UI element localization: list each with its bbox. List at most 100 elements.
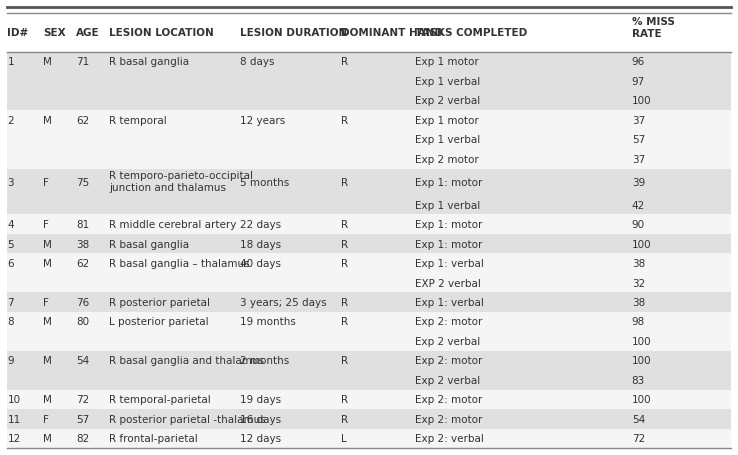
- Bar: [7, 410, 731, 429]
- Bar: [7, 130, 731, 150]
- Text: R: R: [341, 258, 348, 268]
- Text: 83: 83: [632, 375, 645, 385]
- Bar: [7, 195, 731, 215]
- Text: 39: 39: [632, 177, 645, 187]
- Text: R: R: [341, 57, 348, 67]
- Text: 100: 100: [632, 336, 652, 346]
- Bar: [7, 169, 731, 195]
- Text: Exp 2 verbal: Exp 2 verbal: [415, 375, 480, 385]
- Text: Exp 1: motor: Exp 1: motor: [415, 177, 483, 187]
- Text: 98: 98: [632, 317, 645, 327]
- Text: DOMINANT HAND: DOMINANT HAND: [341, 28, 443, 38]
- Text: 32: 32: [632, 278, 645, 288]
- Text: 8 days: 8 days: [240, 57, 275, 67]
- Text: M: M: [43, 57, 52, 67]
- Text: Exp 2: motor: Exp 2: motor: [415, 414, 483, 424]
- Text: 40 days: 40 days: [240, 258, 281, 268]
- Text: 100: 100: [632, 239, 652, 249]
- Text: 54: 54: [632, 414, 645, 424]
- Text: 72: 72: [632, 434, 645, 444]
- Text: Exp 2: verbal: Exp 2: verbal: [415, 434, 484, 444]
- Text: F: F: [43, 177, 49, 187]
- Text: 42: 42: [632, 200, 645, 210]
- Text: R temporo-parieto-occipital
junction and thalamus: R temporo-parieto-occipital junction and…: [109, 171, 253, 192]
- Bar: [7, 72, 731, 91]
- Text: Exp 1 verbal: Exp 1 verbal: [415, 200, 480, 210]
- Bar: [7, 312, 731, 332]
- Text: Exp 1: motor: Exp 1: motor: [415, 239, 483, 249]
- Text: M: M: [43, 434, 52, 444]
- Text: Exp 2 verbal: Exp 2 verbal: [415, 96, 480, 106]
- Text: 38: 38: [632, 258, 645, 268]
- Text: 3 years; 25 days: 3 years; 25 days: [240, 298, 326, 307]
- Text: Exp 1 motor: Exp 1 motor: [415, 116, 479, 126]
- Text: 62: 62: [76, 116, 89, 126]
- Text: R frontal-parietal: R frontal-parietal: [109, 434, 198, 444]
- Text: M: M: [43, 116, 52, 126]
- Text: 12: 12: [7, 434, 21, 444]
- Text: 6: 6: [7, 258, 14, 268]
- Text: ID#: ID#: [7, 28, 29, 38]
- Text: R: R: [341, 298, 348, 307]
- Bar: [7, 52, 731, 72]
- Text: Exp 2 motor: Exp 2 motor: [415, 155, 479, 164]
- Text: Exp 1 verbal: Exp 1 verbal: [415, 77, 480, 87]
- Text: M: M: [43, 356, 52, 366]
- Text: R: R: [341, 177, 348, 187]
- Text: F: F: [43, 220, 49, 230]
- Text: AGE: AGE: [76, 28, 100, 38]
- Text: R basal ganglia and thalamus: R basal ganglia and thalamus: [109, 356, 264, 366]
- Text: R: R: [341, 414, 348, 424]
- Bar: [7, 429, 731, 448]
- Bar: [7, 351, 731, 370]
- Text: R middle cerebral artery: R middle cerebral artery: [109, 220, 237, 230]
- Text: 2 months: 2 months: [240, 356, 289, 366]
- Text: Exp 2: motor: Exp 2: motor: [415, 356, 483, 366]
- Text: 9: 9: [7, 356, 14, 366]
- Text: L: L: [341, 434, 347, 444]
- Bar: [7, 370, 731, 390]
- Text: 22 days: 22 days: [240, 220, 281, 230]
- Text: 12 years: 12 years: [240, 116, 285, 126]
- Text: 62: 62: [76, 258, 89, 268]
- Text: Exp 2: motor: Exp 2: motor: [415, 394, 483, 404]
- Text: Exp 2: motor: Exp 2: motor: [415, 317, 483, 327]
- Text: R temporal-parietal: R temporal-parietal: [109, 394, 211, 404]
- Text: 82: 82: [76, 434, 89, 444]
- Text: 97: 97: [632, 77, 645, 87]
- Text: R: R: [341, 317, 348, 327]
- Text: R posterior parietal -thalamus: R posterior parietal -thalamus: [109, 414, 266, 424]
- Bar: [7, 332, 731, 351]
- Text: F: F: [43, 298, 49, 307]
- Text: 18 days: 18 days: [240, 239, 281, 249]
- Text: M: M: [43, 317, 52, 327]
- Text: Exp 1: verbal: Exp 1: verbal: [415, 298, 484, 307]
- Text: M: M: [43, 258, 52, 268]
- Bar: [7, 111, 731, 130]
- Text: L posterior parietal: L posterior parietal: [109, 317, 209, 327]
- Text: 80: 80: [76, 317, 89, 327]
- Text: 37: 37: [632, 155, 645, 164]
- Bar: [7, 91, 731, 111]
- Text: M: M: [43, 394, 52, 404]
- Text: 71: 71: [76, 57, 89, 67]
- Text: 100: 100: [632, 394, 652, 404]
- Text: TASKS COMPLETED: TASKS COMPLETED: [415, 28, 528, 38]
- Text: 96: 96: [632, 57, 645, 67]
- Text: 12 days: 12 days: [240, 434, 281, 444]
- Text: 10: 10: [7, 394, 21, 404]
- Text: R basal ganglia: R basal ganglia: [109, 57, 190, 67]
- Text: Exp 1 motor: Exp 1 motor: [415, 57, 479, 67]
- Text: R: R: [341, 394, 348, 404]
- Text: 72: 72: [76, 394, 89, 404]
- Bar: [7, 215, 731, 234]
- Text: 16 days: 16 days: [240, 414, 281, 424]
- Text: 4: 4: [7, 220, 14, 230]
- Text: 90: 90: [632, 220, 645, 230]
- Text: 57: 57: [76, 414, 89, 424]
- Text: 5 months: 5 months: [240, 177, 289, 187]
- Text: 3: 3: [7, 177, 14, 187]
- Text: R basal ganglia: R basal ganglia: [109, 239, 190, 249]
- Text: 100: 100: [632, 96, 652, 106]
- Text: Exp 1 verbal: Exp 1 verbal: [415, 135, 480, 145]
